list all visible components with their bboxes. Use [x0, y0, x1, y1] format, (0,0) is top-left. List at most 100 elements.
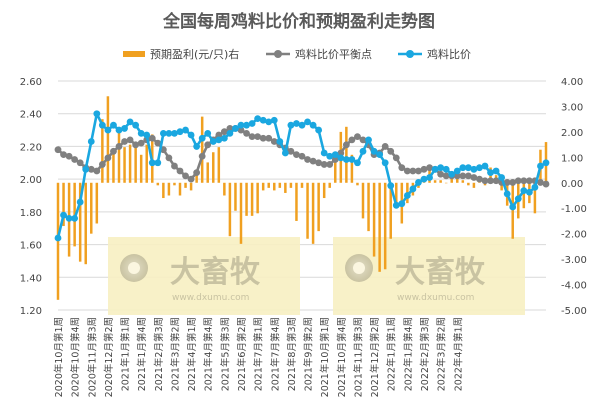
ratio-point	[509, 203, 517, 211]
breakeven-point	[182, 172, 189, 180]
breakeven-point	[415, 167, 422, 175]
breakeven-point	[270, 138, 278, 145]
breakeven-point	[537, 179, 544, 186]
legend: 预期盈利(元/只)右 鸡料比价平衡点 鸡料比价	[123, 47, 471, 61]
breakeven-point	[381, 143, 389, 150]
ratio-point	[464, 164, 472, 172]
breakeven-point	[442, 172, 450, 180]
ratio-point	[198, 134, 206, 142]
breakeven-point	[420, 165, 428, 173]
ratio-point	[320, 149, 328, 157]
x-tick-label: 2020年10月第4周	[70, 317, 82, 397]
profit-bar	[322, 182, 326, 199]
breakeven-point	[110, 147, 117, 155]
breakeven-point	[60, 151, 67, 159]
left-tick-label: 1.60	[20, 241, 42, 252]
profit-bar	[117, 131, 121, 183]
right-tick-label: 0.00	[561, 179, 583, 190]
left-tick-label: 1.20	[20, 306, 42, 317]
ratio-point	[121, 125, 128, 132]
ratio-point	[376, 151, 384, 159]
ratio-point	[165, 129, 173, 137]
ratio-point	[193, 143, 201, 150]
profit-bar	[228, 182, 232, 237]
x-tick-label: 2020年11月第3周	[86, 317, 98, 397]
ratio-point	[453, 167, 461, 175]
profit-bar	[439, 180, 442, 183]
breakeven-point	[204, 141, 212, 149]
profit-bar	[533, 182, 537, 214]
breakeven-point	[464, 172, 472, 180]
ratio-point	[209, 138, 217, 145]
profit-bar	[306, 182, 309, 239]
x-tick-label: 2021年2月第3周	[153, 317, 165, 391]
profit-bar	[101, 119, 104, 183]
ratio-point	[93, 110, 101, 118]
breakeven-point	[176, 167, 184, 175]
breakeven-point	[470, 174, 478, 181]
ratio-point	[71, 215, 79, 222]
profit-bar	[112, 149, 115, 183]
watermark-url: www.dxumu.com	[397, 293, 474, 303]
ratio-point	[98, 121, 106, 129]
ratio-point	[498, 174, 506, 181]
breakeven-point	[337, 149, 345, 157]
breakeven-point	[198, 152, 206, 160]
breakeven-point	[298, 152, 306, 160]
profit-bar	[334, 162, 337, 183]
profit-bar	[467, 182, 470, 186]
profit-bar	[522, 182, 526, 209]
profit-bar	[295, 182, 298, 221]
breakeven-point	[354, 133, 361, 141]
legend-label-breakeven: 鸡料比价平衡点	[295, 47, 372, 61]
profit-bar	[128, 144, 132, 183]
profit-bar	[173, 182, 176, 186]
profit-bar	[317, 182, 320, 232]
profit-bar	[90, 182, 93, 234]
x-tick-label: 2021年7月第4周	[269, 317, 281, 391]
profit-bar	[234, 182, 237, 211]
ratio-point	[542, 159, 550, 167]
watermark-text: 大畜牧	[395, 255, 486, 290]
ratio-point	[259, 116, 267, 124]
profit-bar	[389, 182, 392, 239]
left-tick-label: 2.20	[20, 142, 42, 153]
profit-bar	[62, 182, 65, 227]
ratio-point	[148, 159, 156, 167]
ratio-point	[115, 126, 123, 134]
breakeven-point	[426, 164, 433, 172]
profit-bar	[223, 182, 226, 196]
x-tick-label: 2021年10月第4周	[336, 317, 348, 397]
breakeven-point	[503, 179, 511, 186]
profit-bar	[361, 182, 365, 219]
right-axis: -5.00 -4.00 -3.00 -2.00 -1.00 0.00 1.00 2.00 3.0…	[561, 77, 587, 317]
profit-bar	[378, 182, 381, 272]
ratio-point	[503, 190, 511, 198]
breakeven-point	[437, 170, 445, 178]
ratio-point	[226, 129, 234, 137]
left-tick-label: 2.00	[20, 175, 42, 186]
ratio-point	[287, 121, 295, 129]
legend-marker-breakeven	[274, 50, 282, 58]
breakeven-point	[509, 179, 517, 186]
profit-bar	[278, 182, 282, 188]
ratio-point	[298, 121, 306, 129]
ratio-point	[126, 118, 134, 126]
x-tick-label: 2021年6月第2周	[236, 317, 248, 391]
breakeven-point	[126, 136, 134, 144]
profit-bar	[367, 182, 370, 232]
profit-bar	[145, 144, 148, 183]
breakeven-point	[265, 134, 273, 142]
ratio-point	[476, 164, 483, 172]
profit-bar	[123, 147, 126, 183]
right-tick-label: 2.00	[561, 128, 583, 139]
profit-bar	[189, 182, 193, 191]
ratio-point	[143, 131, 151, 139]
profit-bar	[500, 182, 503, 191]
ratio-point	[254, 115, 262, 123]
breakeven-point	[87, 165, 95, 173]
profit-bar	[156, 182, 160, 186]
ratio-point	[270, 116, 278, 124]
breakeven-point	[154, 139, 162, 147]
